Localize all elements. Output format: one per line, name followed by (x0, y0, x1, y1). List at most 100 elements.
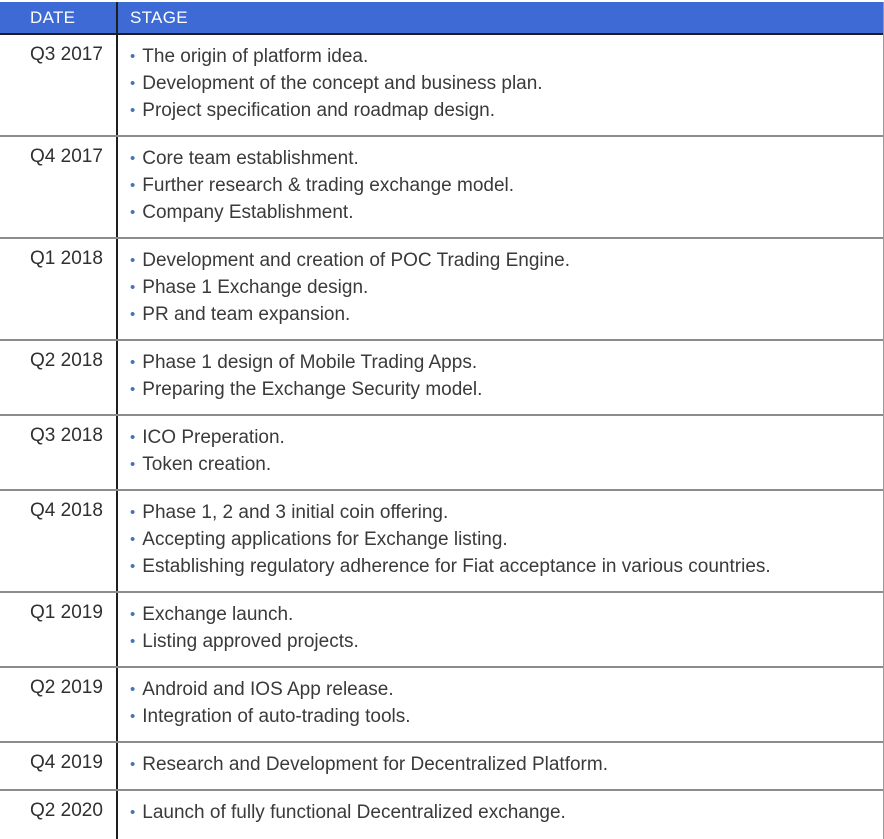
bullet-text: Project specification and roadmap design… (142, 100, 496, 121)
bullet-text: Phase 1 Exchange design. (142, 277, 369, 298)
bullet-icon: • (130, 102, 136, 119)
bullet-text: Integration of auto-trading tools. (142, 706, 411, 727)
bullet-icon: • (130, 381, 136, 398)
bullet-icon: • (130, 75, 136, 92)
table-header-row: DATE STAGE (0, 2, 883, 35)
bullet-text: ICO Preperation. (142, 427, 285, 448)
stage-cell: • Phase 1 design of Mobile Trading Apps. •… (118, 341, 883, 414)
table-row: Q4 2017 • Core team establishment. • Furthe… (0, 137, 883, 239)
bullet-item: • Company Establishment. (130, 199, 869, 226)
stage-cell: • Development and creation of POC Trading… (118, 239, 883, 339)
bullet-text: Listing approved projects. (142, 631, 359, 652)
bullet-text: Establishing regulatory adherence for Fi… (142, 556, 771, 577)
bullet-icon: • (130, 48, 136, 65)
bullet-item: • Establishing regulatory adherence for F… (130, 553, 869, 580)
stage-cell: • Core team establishment. • Further resear… (118, 137, 883, 237)
bullet-icon: • (130, 306, 136, 323)
bullet-icon: • (130, 354, 136, 371)
bullet-text: Exchange launch. (142, 604, 294, 625)
bullet-icon: • (130, 252, 136, 269)
table-body: Q3 2017 • The origin of platform idea. • De… (0, 35, 883, 839)
bullet-text: Company Establishment. (142, 202, 354, 223)
bullet-icon: • (130, 531, 136, 548)
bullet-item: • Exchange launch. (130, 601, 869, 628)
date-cell: Q1 2019 (0, 593, 118, 666)
bullet-item: • Accepting applications for Exchange lis… (130, 526, 869, 553)
bullet-icon: • (130, 633, 136, 650)
bullet-item: • Android and IOS App release. (130, 676, 869, 703)
table-row: Q4 2019 • Research and Development for De… (0, 743, 883, 791)
bullet-item: • Phase 1 Exchange design. (130, 274, 869, 301)
bullet-icon: • (130, 204, 136, 221)
bullet-icon: • (130, 150, 136, 167)
table-row: Q3 2018 • ICO Preperation. • Token creation… (0, 416, 883, 491)
date-cell: Q3 2017 (0, 35, 118, 135)
bullet-icon: • (130, 558, 136, 575)
date-cell: Q4 2018 (0, 491, 118, 591)
bullet-icon: • (130, 279, 136, 296)
stage-cell: • ICO Preperation. • Token creation. (118, 416, 883, 489)
bullet-item: • Project specification and roadmap desig… (130, 97, 869, 124)
bullet-text: Preparing the Exchange Security model. (142, 379, 483, 400)
stage-cell: • The origin of platform idea. • Developmen… (118, 35, 883, 135)
bullet-item: • PR and team expansion. (130, 301, 869, 328)
bullet-icon: • (130, 756, 136, 773)
bullet-icon: • (130, 804, 136, 821)
date-cell: Q4 2017 (0, 137, 118, 237)
bullet-text: Core team establishment. (142, 148, 359, 169)
bullet-item: • Launch of fully functional Decentralize… (130, 799, 869, 826)
stage-cell: • Launch of fully functional Decentralize… (118, 791, 883, 839)
bullet-item: • Phase 1, 2 and 3 initial coin offering. (130, 499, 869, 526)
bullet-item: • Development and creation of POC Trading… (130, 247, 869, 274)
table-row: Q1 2019 • Exchange launch. • Listing approv… (0, 593, 883, 668)
date-cell: Q1 2018 (0, 239, 118, 339)
bullet-item: • Integration of auto-trading tools. (130, 703, 869, 730)
bullet-text: Development of the concept and business … (142, 73, 543, 94)
bullet-text: The origin of platform idea. (142, 46, 369, 67)
bullet-text: Launch of fully functional Decentralized… (142, 802, 566, 823)
table-row: Q4 2018 • Phase 1, 2 and 3 initial coin o… (0, 491, 883, 593)
bullet-icon: • (130, 708, 136, 725)
stage-cell: • Android and IOS App release. • Integratio… (118, 668, 883, 741)
bullet-text: Token creation. (142, 454, 272, 475)
bullet-icon: • (130, 606, 136, 623)
table-row: Q2 2020 • Launch of fully functional Dece… (0, 791, 883, 839)
header-cell-date: DATE (0, 2, 118, 33)
table-row: Q1 2018 • Development and creation of POC… (0, 239, 883, 341)
stage-cell: • Research and Development for Decentrali… (118, 743, 883, 789)
bullet-text: Phase 1, 2 and 3 initial coin offering. (142, 502, 449, 523)
bullet-icon: • (130, 429, 136, 446)
bullet-text: Further research & trading exchange mode… (142, 175, 515, 196)
bullet-icon: • (130, 504, 136, 521)
bullet-item: • Token creation. (130, 451, 869, 478)
bullet-text: Development and creation of POC Trading … (142, 250, 571, 271)
bullet-item: • Development of the concept and business… (130, 70, 869, 97)
table-row: Q2 2019 • Android and IOS App release. • In… (0, 668, 883, 743)
bullet-item: • Research and Development for Decentrali… (130, 751, 869, 778)
bullet-icon: • (130, 681, 136, 698)
bullet-item: • The origin of platform idea. (130, 43, 869, 70)
header-cell-stage: STAGE (130, 7, 188, 27)
date-cell: Q4 2019 (0, 743, 118, 789)
bullet-text: Phase 1 design of Mobile Trading Apps. (142, 352, 478, 373)
table-row: Q3 2017 • The origin of platform idea. • De… (0, 35, 883, 137)
bullet-item: • Listing approved projects. (130, 628, 869, 655)
bullet-item: • Further research & trading exchange mod… (130, 172, 869, 199)
bullet-item: • Preparing the Exchange Security model. (130, 376, 869, 403)
bullet-text: Research and Development for Decentraliz… (142, 754, 608, 775)
date-cell: Q2 2018 (0, 341, 118, 414)
date-cell: Q2 2019 (0, 668, 118, 741)
bullet-text: Accepting applications for Exchange list… (142, 529, 508, 550)
table-row: Q2 2018 • Phase 1 design of Mobile Tradin… (0, 341, 883, 416)
bullet-item: • Core team establishment. (130, 145, 869, 172)
bullet-item: • ICO Preperation. (130, 424, 869, 451)
date-cell: Q3 2018 (0, 416, 118, 489)
bullet-icon: • (130, 456, 136, 473)
stage-cell: • Exchange launch. • Listing approved proje… (118, 593, 883, 666)
bullet-text: PR and team expansion. (142, 304, 351, 325)
bullet-item: • Phase 1 design of Mobile Trading Apps. (130, 349, 869, 376)
stage-cell: • Phase 1, 2 and 3 initial coin offering.… (118, 491, 883, 591)
date-cell: Q2 2020 (0, 791, 118, 839)
bullet-text: Android and IOS App release. (142, 679, 394, 700)
